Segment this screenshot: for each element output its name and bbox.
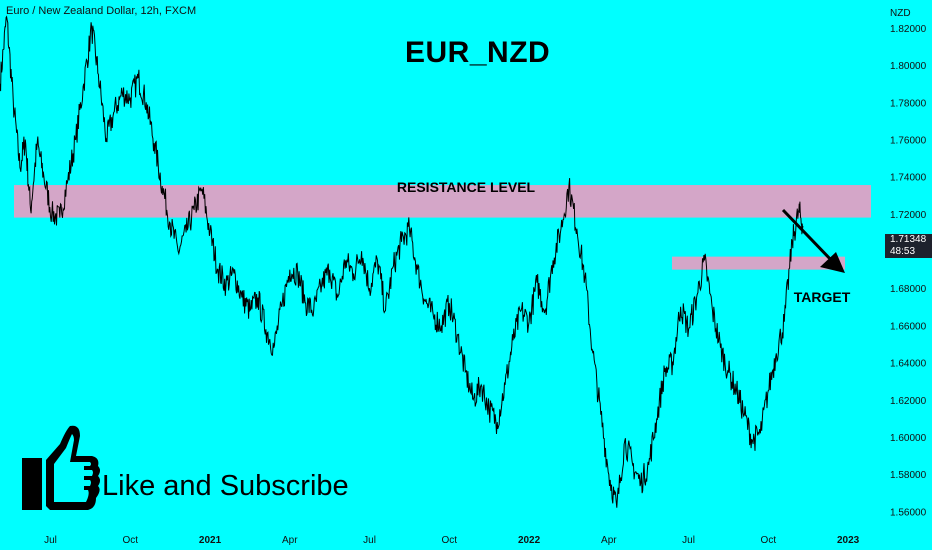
x-tick-label: Jul (363, 535, 376, 546)
y-tick-label: 1.56000 (890, 507, 927, 518)
price-series-line (0, 15, 804, 508)
x-tick-label: Apr (282, 535, 298, 546)
annotation-layer: RESISTANCE LEVEL TARGET (397, 179, 851, 305)
zone-0 (14, 185, 871, 218)
x-tick-label: Jul (682, 535, 695, 546)
down-right-arrow-icon (781, 208, 845, 273)
x-tick-label: Oct (761, 535, 777, 546)
chart-title: EUR_NZD (405, 36, 551, 69)
annotation-label-1: TARGET (794, 289, 851, 305)
like-subscribe-text: Like and Subscribe (102, 470, 349, 502)
y-tick-label: 1.80000 (890, 61, 927, 72)
x-tick-label: 2022 (518, 535, 541, 546)
y-tick-label: 1.68000 (890, 284, 927, 295)
y-tick-label: 1.72000 (890, 210, 927, 221)
y-tick-label: 1.78000 (890, 98, 927, 109)
x-tick-label: Oct (122, 535, 138, 546)
y-axis: NZD 1.82000 1.80000 1.78000 1.76000 1.74000 1.… (890, 8, 927, 518)
zone-layer (14, 185, 871, 270)
zone-1 (672, 256, 845, 270)
x-axis: Jul Oct 2021 Apr Jul Oct 2022 Apr Jul Oct 2023 (44, 535, 860, 546)
x-tick-label: 2021 (199, 535, 222, 546)
y-tick-label: 1.76000 (890, 135, 927, 146)
x-tick-label: 2023 (837, 535, 860, 546)
y-tick-label: 1.82000 (890, 24, 927, 35)
symbol-header: Euro / New Zealand Dollar, 12h, FXCM (6, 5, 197, 17)
price-line-layer (0, 15, 804, 508)
y-tick-label: 1.62000 (890, 396, 927, 407)
y-tick-label: 1.60000 (890, 433, 927, 444)
y-tick-label: 1.66000 (890, 321, 927, 332)
annotation-label-0: RESISTANCE LEVEL (397, 179, 536, 195)
y-tick-label: 1.74000 (890, 173, 927, 184)
thumbs-up-icon (22, 425, 100, 510)
y-tick-label: 1.58000 (890, 470, 927, 481)
x-tick-label: Oct (442, 535, 458, 546)
x-tick-label: Jul (44, 535, 57, 546)
price-badge-countdown: 48:53 (890, 246, 916, 257)
price-badge: 1.71348 48:53 (885, 234, 932, 258)
y-tick-label: 1.64000 (890, 359, 927, 370)
price-badge-value: 1.71348 (890, 234, 927, 245)
x-tick-label: Apr (601, 535, 617, 546)
currency-label: NZD (890, 8, 911, 19)
